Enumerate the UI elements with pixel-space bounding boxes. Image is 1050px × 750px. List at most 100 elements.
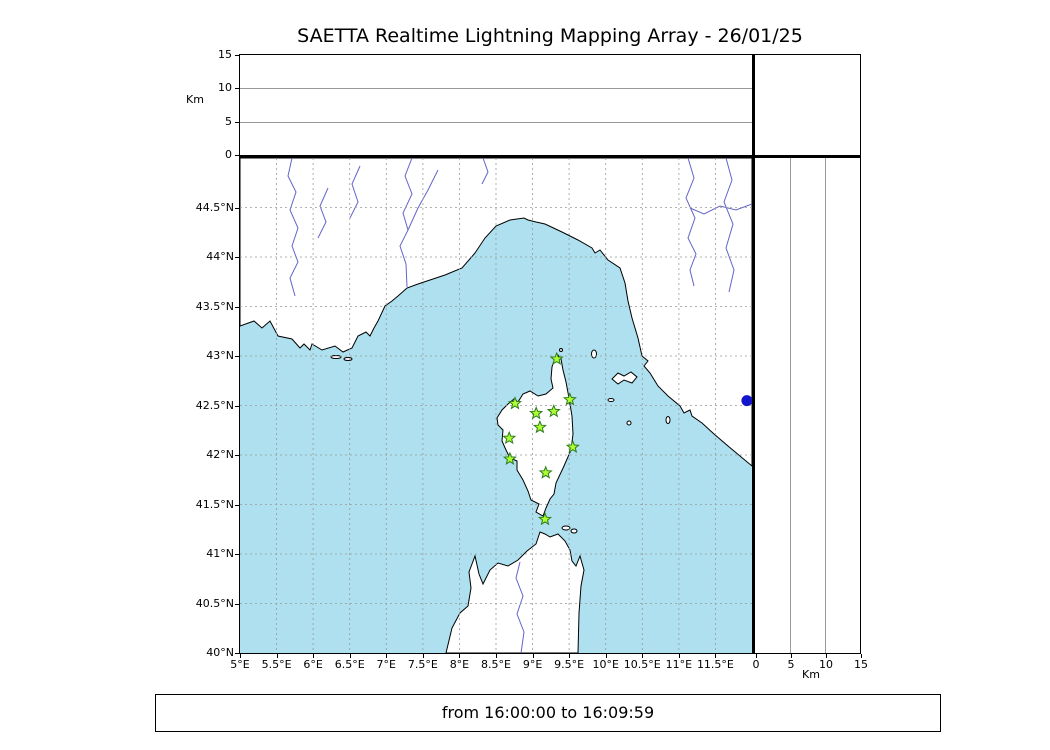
river-layer [287,158,752,653]
river [689,203,752,215]
altitude-tick-label: 15 [218,48,232,61]
lat-tick-label: 40°N [206,646,234,659]
river [723,158,735,293]
lon-tick-label: 8°E [449,658,470,671]
lon-tickmark [240,654,241,658]
river [399,158,413,288]
lat-tickmark [235,455,239,456]
time-range-status: from 16:00:00 to 16:09:59 [155,694,941,732]
corner-panel [755,54,861,158]
lat-tick-label: 43.5°N [195,299,234,313]
lon-tick-label: 9°E [522,658,543,671]
map-svg [240,158,752,653]
lon-tick-label: 9.5°E [554,658,585,671]
land-layer [240,158,752,653]
altitude-tick-label: 10 [819,658,833,671]
sardinia-island [445,531,585,653]
giglio-island [665,416,671,424]
lat-tickmark [235,504,239,506]
maddalena-island [570,528,578,534]
lon-tickmark [422,654,424,658]
lon-tick-label: 8.5°E [481,658,511,671]
altitude-tick-label: 10 [218,81,232,95]
altitude-tick-label: 5 [787,658,795,671]
lat-tick-label: 41°N [206,547,234,560]
lon-tick-label: 6°E [303,658,323,671]
altitude-tick-label: 0 [225,148,232,161]
lat-tick-label: 43°N [206,349,234,362]
lat-tick-label: 44°N [206,250,234,263]
altitude-tickmark [826,654,827,658]
lat-tick-label: 41.5°N [195,497,234,511]
lat-tickmark [235,306,239,308]
lat-tickmark [235,653,239,654]
lon-tick-label: 5.5°E [261,658,292,671]
map-grid [240,158,752,653]
altitude-tickmark [791,654,792,658]
altitude-gridline [240,121,752,123]
lat-tick-label: 40.5°N [195,596,234,610]
time-range-text: from 16:00:00 to 16:09:59 [441,703,655,722]
river [287,158,299,297]
lat-tick-label: 44.5°N [195,200,234,214]
altitude-longitude-panel [239,54,755,158]
lat-tickmark [235,207,239,209]
river [317,187,329,239]
lon-tickmark [569,654,571,658]
lat-tickmark [235,356,239,357]
lon-tickmark [349,654,351,658]
river [685,158,697,287]
altitude-tick-label: 15 [854,658,868,671]
lon-tickmark [496,654,497,658]
river [515,561,525,653]
altitude-axis-label: Km [802,668,820,681]
altitude-gridline [790,158,791,653]
altitude-tickmark [756,654,757,658]
hyeres-island [343,357,353,361]
altitude-tickmark [235,121,239,123]
lon-tickmark [276,654,278,658]
lat-tickmark [235,603,239,605]
station-layer [502,352,752,525]
lat-tickmark [235,257,239,258]
giraglia-islet [559,348,563,352]
river [481,158,489,185]
lat-tick-label: 42°N [206,448,234,461]
lon-tick-label: 11.5°E [696,658,734,671]
figure-title: SAETTA Realtime Lightning Mapping Array … [297,25,803,47]
mainland-coast [240,158,752,467]
lon-tickmark [678,654,680,658]
altitude-tickmark [861,654,862,658]
elba-island [611,371,638,385]
lon-tickmark [532,654,534,658]
altitude-gridline [240,88,752,90]
lat-tickmark [235,554,239,555]
lon-tickmark [605,654,607,658]
altitude-tickmark [235,155,239,156]
map-panel [239,158,755,654]
lon-tickmark [715,654,717,658]
river [349,165,361,219]
altitude-latitude-panel [755,158,861,654]
altitude-tick-label: 0 [752,658,760,671]
altitude-tick-label: 5 [225,114,232,128]
lat-tickmark [235,405,239,407]
lon-tickmark [386,654,388,658]
detection-marker [741,395,752,407]
lon-tick-label: 10.5°E [623,658,661,671]
maddalena-island [561,525,571,531]
lon-tickmark [642,654,644,658]
pianosa-island [607,398,615,402]
montecristo-island [626,420,632,426]
lon-tickmark [313,654,315,658]
lon-tick-label: 6.5°E [334,658,365,671]
lon-tick-label: 7°E [376,658,396,671]
altitude-axis-label: Km [186,93,204,106]
lat-tick-label: 42.5°N [195,398,234,412]
lon-tick-label: 5°E [230,658,250,671]
hyeres-island [330,355,342,359]
capraia-island [591,349,597,359]
altitude-tickmark [235,88,239,90]
altitude-tickmark [235,55,239,56]
lon-tick-label: 7.5°E [407,658,438,671]
